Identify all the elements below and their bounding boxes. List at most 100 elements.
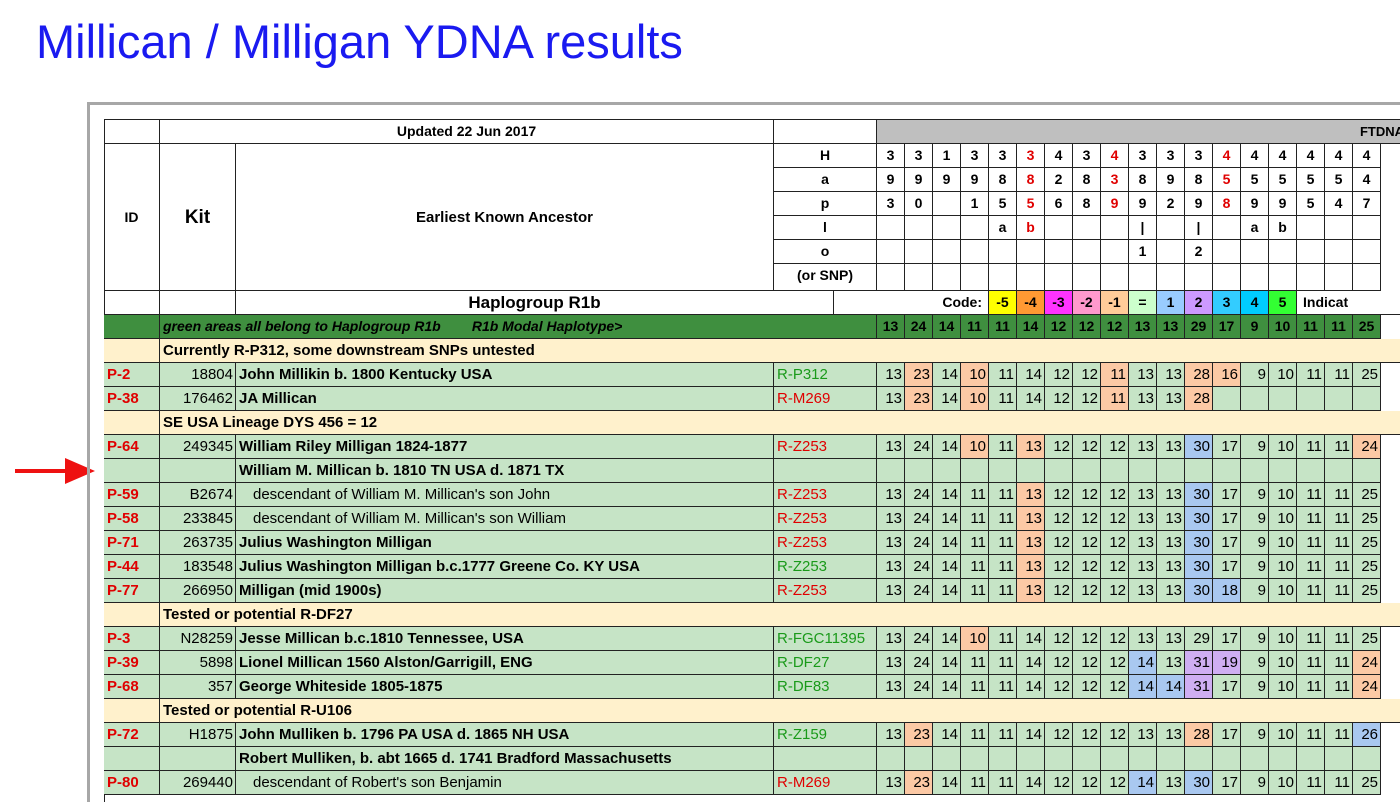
marker-value: 13 xyxy=(877,363,905,387)
marker-value: 13 xyxy=(877,555,905,579)
marker-value: 11 xyxy=(1297,507,1325,531)
modal-value: 11 xyxy=(1325,315,1353,339)
modal-value: 9 xyxy=(1241,315,1269,339)
marker-header-cell: 5 xyxy=(1325,168,1353,192)
row-id: P-71 xyxy=(104,531,160,555)
marker-value: 11 xyxy=(989,507,1017,531)
marker-value: 14 xyxy=(1129,771,1157,795)
marker-header-cell xyxy=(1185,264,1213,291)
marker-header-cell: 9 xyxy=(1157,168,1185,192)
marker-value: 30 xyxy=(1185,531,1213,555)
haplo-label: (or SNP) xyxy=(774,264,877,291)
row-kit: 183548 xyxy=(160,555,236,579)
row-kit: 263735 xyxy=(160,531,236,555)
marker-value: 12 xyxy=(1073,435,1101,459)
marker-value: 25 xyxy=(1353,771,1381,795)
marker-value: 14 xyxy=(1017,651,1045,675)
marker-value: 24 xyxy=(905,531,933,555)
marker-value: 9 xyxy=(1241,651,1269,675)
blank-cell xyxy=(774,747,877,771)
row-ancestor: Jesse Millican b.c.1810 Tennessee, USA xyxy=(236,627,774,651)
marker-value: 10 xyxy=(1269,771,1297,795)
marker-value: 23 xyxy=(905,387,933,411)
marker-cell xyxy=(989,747,1017,771)
marker-value: 12 xyxy=(1101,627,1129,651)
marker-value: 11 xyxy=(1297,483,1325,507)
marker-value: 17 xyxy=(1213,531,1241,555)
row-ancestor: John Mulliken b. 1796 PA USA d. 1865 NH … xyxy=(236,723,774,747)
arrow-right-icon xyxy=(15,458,95,484)
marker-header-cell: 8 xyxy=(1073,192,1101,216)
marker-value: 11 xyxy=(1325,507,1353,531)
marker-value: 12 xyxy=(1045,387,1073,411)
marker-value: 14 xyxy=(933,483,961,507)
haplo-label: l xyxy=(774,216,877,240)
marker-value: 13 xyxy=(1157,363,1185,387)
marker-cell xyxy=(1241,459,1269,483)
blank-cell xyxy=(160,747,236,771)
row-snp: R-P312 xyxy=(774,363,877,387)
marker-value: 24 xyxy=(905,555,933,579)
results-frame[interactable]: Updated 22 Jun 2017 FTDNA ID Kit Earliest Kn… xyxy=(87,102,1400,802)
marker-header-cell: 9 xyxy=(905,168,933,192)
marker-value: 11 xyxy=(1325,483,1353,507)
marker-header-cell xyxy=(1157,240,1185,264)
row-snp: R-FGC11395 xyxy=(774,627,877,651)
marker-header-cell: 3 xyxy=(989,144,1017,168)
marker-cell xyxy=(1157,459,1185,483)
row-kit: 249345 xyxy=(160,435,236,459)
marker-value: 11 xyxy=(989,723,1017,747)
marker-header-cell xyxy=(1101,240,1129,264)
blank-cell xyxy=(104,411,160,435)
marker-value: 12 xyxy=(1045,483,1073,507)
marker-value: 13 xyxy=(1017,435,1045,459)
marker-value: 12 xyxy=(1045,507,1073,531)
row-kit: 266950 xyxy=(160,579,236,603)
marker-value: 30 xyxy=(1185,579,1213,603)
row-ancestor: George Whiteside 1805-1875 xyxy=(236,675,774,699)
marker-value: 11 xyxy=(989,651,1017,675)
row-kit: H1875 xyxy=(160,723,236,747)
marker-header-cell: 9 xyxy=(1185,192,1213,216)
marker-value: 13 xyxy=(1157,387,1185,411)
marker-value xyxy=(1297,387,1325,411)
marker-value: 12 xyxy=(1101,483,1129,507)
marker-cell xyxy=(1101,747,1129,771)
blank-cell xyxy=(104,603,160,627)
marker-value: 13 xyxy=(877,579,905,603)
row-id: P-2 xyxy=(104,363,160,387)
marker-header-cell: 3 xyxy=(877,144,905,168)
code-swatch: -5 xyxy=(989,291,1017,315)
marker-value: 14 xyxy=(933,435,961,459)
marker-value: 13 xyxy=(1017,579,1045,603)
row-ancestor: descendant of William M. Millican's son … xyxy=(236,483,774,507)
ftdna-header: FTDNA xyxy=(877,120,1400,144)
marker-value: 24 xyxy=(905,675,933,699)
marker-value: 10 xyxy=(1269,483,1297,507)
marker-value: 25 xyxy=(1353,579,1381,603)
marker-value: 9 xyxy=(1241,675,1269,699)
marker-header-cell xyxy=(1269,264,1297,291)
marker-value: 17 xyxy=(1213,723,1241,747)
marker-header-cell: 3 xyxy=(1157,144,1185,168)
marker-value: 17 xyxy=(1213,555,1241,579)
blank-cell xyxy=(160,459,236,483)
marker-cell xyxy=(1129,747,1157,771)
row-id: P-72 xyxy=(104,723,160,747)
row-snp: R-DF27 xyxy=(774,651,877,675)
marker-value: 14 xyxy=(933,771,961,795)
marker-cell xyxy=(1213,747,1241,771)
marker-value: 9 xyxy=(1241,507,1269,531)
marker-cell xyxy=(1073,747,1101,771)
marker-value: 30 xyxy=(1185,555,1213,579)
marker-value: 11 xyxy=(961,483,989,507)
marker-value: 10 xyxy=(961,387,989,411)
marker-value: 13 xyxy=(1129,555,1157,579)
marker-value: 11 xyxy=(989,531,1017,555)
marker-value: 12 xyxy=(1045,771,1073,795)
marker-value: 11 xyxy=(1325,627,1353,651)
marker-value: 11 xyxy=(989,483,1017,507)
marker-value: 12 xyxy=(1045,555,1073,579)
marker-value: 14 xyxy=(933,579,961,603)
indicator-label: Indicat xyxy=(1297,291,1400,315)
